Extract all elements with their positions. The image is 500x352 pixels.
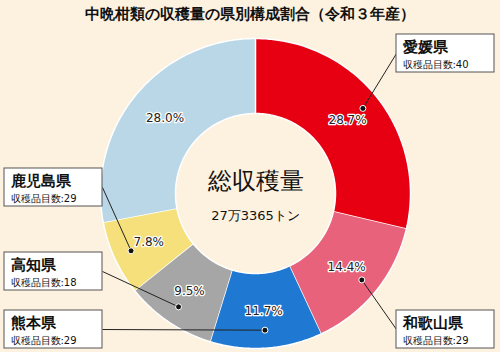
svg-text:28.7%: 28.7% <box>329 113 367 127</box>
svg-text:収穫品目数:40: 収穫品目数:40 <box>403 59 469 70</box>
svg-text:熊本県: 熊本県 <box>11 314 57 332</box>
svg-text:11.7%: 11.7% <box>245 304 283 318</box>
html-text:中晩柑類の収穫量の県別構成割合（令和３年産）: 中晩柑類の収穫量の県別構成割合（令和３年産） <box>85 5 415 23</box>
svg-text:高知県: 高知県 <box>11 256 57 274</box>
svg-text:愛媛県: 愛媛県 <box>403 38 449 56</box>
svg-text:27万3365トン: 27万3365トン <box>211 208 300 223</box>
svg-text:収穫品目数:18: 収穫品目数:18 <box>11 277 77 288</box>
svg-text:和歌山県: 和歌山県 <box>402 314 464 332</box>
svg-text:14.4%: 14.4% <box>328 260 366 274</box>
svg-text:9.5%: 9.5% <box>174 284 205 298</box>
svg-text:鹿児島県: 鹿児島県 <box>10 172 72 190</box>
svg-text:収穫品目数:29: 収穫品目数:29 <box>403 335 469 346</box>
svg-text:28.0%: 28.0% <box>146 111 184 125</box>
svg-text:収穫品目数:29: 収穫品目数:29 <box>11 193 77 204</box>
svg-text:7.8%: 7.8% <box>134 235 165 249</box>
svg-text:収穫品目数:29: 収穫品目数:29 <box>11 335 77 346</box>
svg-text:総収穫量: 総収穫量 <box>207 167 304 195</box>
